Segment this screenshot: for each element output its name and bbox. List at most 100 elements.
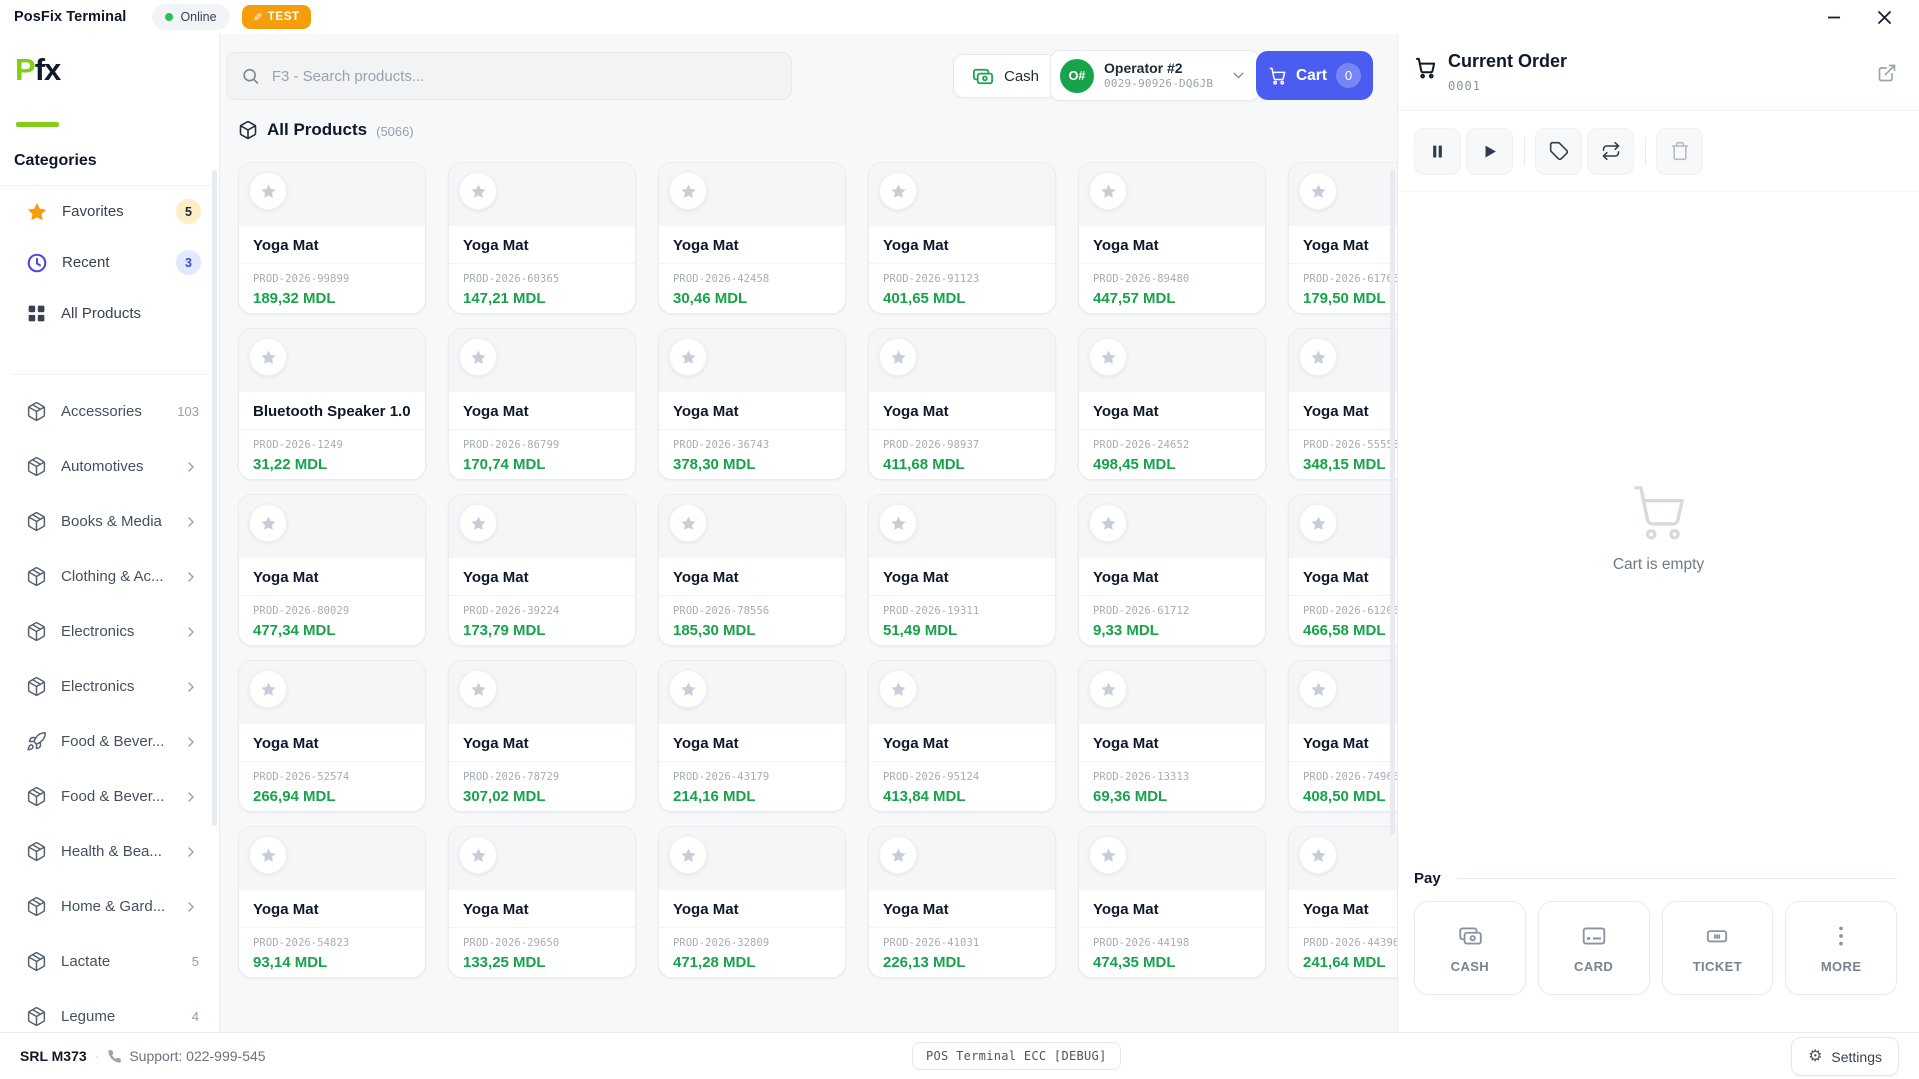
sidebar-category-item[interactable]: Health & Bea... [0,824,219,879]
pay-ticket-button[interactable]: TICKET [1661,901,1774,995]
star-icon [260,184,276,198]
product-card[interactable]: Yoga Mat PROD-2026-61205 466,58 MDL [1288,494,1397,646]
close-button[interactable] [1863,0,1905,34]
favorite-star-button[interactable] [1299,670,1337,708]
sidebar-category-item[interactable]: Electronics [0,659,219,714]
product-card[interactable]: Yoga Mat PROD-2026-55558 348,15 MDL [1288,328,1397,480]
product-card[interactable]: Yoga Mat PROD-2026-61765 179,50 MDL [1288,162,1397,314]
favorite-star-button[interactable] [669,670,707,708]
favorite-star-button[interactable] [249,172,287,210]
sidebar-scrollbar[interactable] [212,170,217,826]
sidebar-category-item[interactable]: Lactate 5 [0,934,219,989]
product-card[interactable]: Yoga Mat PROD-2026-98937 411,68 MDL [868,328,1056,480]
product-card[interactable]: Yoga Mat PROD-2026-43179 214,16 MDL [658,660,846,812]
cash-button[interactable]: Cash [953,54,1058,98]
sidebar-item-favorites[interactable]: Favorites 5 [0,186,219,237]
ticket-icon [1707,929,1728,942]
cart-button[interactable]: Cart 0 [1256,51,1373,100]
product-card[interactable]: Bluetooth Speaker 1.0 PROD-2026-1249 31,… [238,328,426,480]
sidebar-category-item[interactable]: Electronics [0,604,219,659]
product-card[interactable]: Yoga Mat PROD-2026-13313 69,36 MDL [1078,660,1266,812]
pay-more-button[interactable]: MORE [1785,901,1897,995]
favorite-star-button[interactable] [669,172,707,210]
minimize-button[interactable] [1813,0,1855,34]
sidebar-category-item[interactable]: Clothing & Ac... [0,549,219,604]
favorite-star-button[interactable] [459,172,497,210]
favorite-star-button[interactable] [879,172,917,210]
favorite-star-button[interactable] [1299,504,1337,542]
product-card[interactable]: Yoga Mat PROD-2026-78556 185,30 MDL [658,494,846,646]
favorite-star-button[interactable] [249,836,287,874]
product-card[interactable]: Yoga Mat PROD-2026-42458 30,46 MDL [658,162,846,314]
product-card[interactable]: Yoga Mat PROD-2026-86799 170,74 MDL [448,328,636,480]
product-card[interactable]: Yoga Mat PROD-2026-78729 307,02 MDL [448,660,636,812]
hold-order-button[interactable] [1414,127,1461,175]
external-link-icon[interactable] [1877,63,1897,83]
favorite-star-button[interactable] [879,338,917,376]
product-card[interactable]: Yoga Mat PROD-2026-44198 474,35 MDL [1078,826,1266,978]
switch-order-button[interactable] [1587,127,1634,175]
favorite-star-button[interactable] [1299,836,1337,874]
favorite-star-button[interactable] [1089,172,1127,210]
discount-tag-button[interactable] [1535,127,1582,175]
clear-order-button[interactable] [1656,127,1703,175]
favorite-star-button[interactable] [669,836,707,874]
product-card[interactable]: Yoga Mat PROD-2026-19311 51,49 MDL [868,494,1056,646]
product-card[interactable]: Yoga Mat PROD-2026-61712 9,33 MDL [1078,494,1266,646]
product-card[interactable]: Yoga Mat PROD-2026-91123 401,65 MDL [868,162,1056,314]
search-input[interactable] [271,67,777,85]
product-card[interactable]: Yoga Mat PROD-2026-80029 477,34 MDL [238,494,426,646]
favorite-star-button[interactable] [879,504,917,542]
favorite-star-button[interactable] [879,670,917,708]
favorite-star-button[interactable] [249,504,287,542]
favorite-star-button[interactable] [1089,338,1127,376]
favorite-star-button[interactable] [1089,836,1127,874]
product-card[interactable]: Yoga Mat PROD-2026-29650 133,25 MDL [448,826,636,978]
favorite-star-button[interactable] [1089,670,1127,708]
favorite-star-button[interactable] [1299,172,1337,210]
favorite-star-button[interactable] [669,338,707,376]
favorite-star-button[interactable] [669,504,707,542]
sidebar-category-item[interactable]: Legume 4 [0,989,219,1044]
product-image-placeholder [1079,329,1265,392]
product-card[interactable]: Yoga Mat PROD-2026-24652 498,45 MDL [1078,328,1266,480]
favorite-star-button[interactable] [459,670,497,708]
product-card[interactable]: Yoga Mat PROD-2026-60365 147,21 MDL [448,162,636,314]
product-card[interactable]: Yoga Mat PROD-2026-99899 189,32 MDL [238,162,426,314]
product-card[interactable]: Yoga Mat PROD-2026-89480 447,57 MDL [1078,162,1266,314]
favorite-star-button[interactable] [249,338,287,376]
product-card[interactable]: Yoga Mat PROD-2026-32809 471,28 MDL [658,826,846,978]
sidebar-item-all-products[interactable]: All Products [0,288,219,339]
product-meta: PROD-2026-42458 30,46 MDL [659,263,845,307]
product-card[interactable]: Yoga Mat PROD-2026-95124 413,84 MDL [868,660,1056,812]
pay-card-button[interactable]: CARD [1537,901,1650,995]
favorite-star-button[interactable] [1299,338,1337,376]
settings-button[interactable]: ⚙ Settings [1791,1037,1899,1076]
favorite-star-button[interactable] [459,504,497,542]
star-icon [470,516,486,530]
operator-selector[interactable]: O# Operator #2 0029-90926-DQ6JB [1050,50,1261,101]
sidebar-category-item[interactable]: Home & Gard... [0,879,219,934]
product-card[interactable]: Yoga Mat PROD-2026-52574 266,94 MDL [238,660,426,812]
favorite-star-button[interactable] [249,670,287,708]
product-card[interactable]: Yoga Mat PROD-2026-41031 226,13 MDL [868,826,1056,978]
pay-cash-button[interactable]: CASH [1414,901,1526,995]
sidebar-category-item[interactable]: Books & Media [0,494,219,549]
product-card[interactable]: Yoga Mat PROD-2026-54823 93,14 MDL [238,826,426,978]
product-image-placeholder [449,163,635,226]
favorite-star-button[interactable] [879,836,917,874]
sidebar-category-item[interactable]: Food & Bever... [0,769,219,824]
product-card[interactable]: Yoga Mat PROD-2026-44396 241,64 MDL [1288,826,1397,978]
favorite-star-button[interactable] [459,338,497,376]
sidebar-category-item[interactable]: Food & Bever... [0,714,219,769]
sidebar-category-item[interactable]: Accessories 103 [0,384,219,439]
product-card[interactable]: Yoga Mat PROD-2026-74965 408,50 MDL [1288,660,1397,812]
sidebar-item-recent[interactable]: Recent 3 [0,237,219,288]
favorite-star-button[interactable] [1089,504,1127,542]
main-scrollbar[interactable] [1390,170,1395,835]
product-card[interactable]: Yoga Mat PROD-2026-39224 173,79 MDL [448,494,636,646]
sidebar-category-item[interactable]: Automotives [0,439,219,494]
favorite-star-button[interactable] [459,836,497,874]
resume-order-button[interactable] [1466,127,1513,175]
product-card[interactable]: Yoga Mat PROD-2026-36743 378,30 MDL [658,328,846,480]
